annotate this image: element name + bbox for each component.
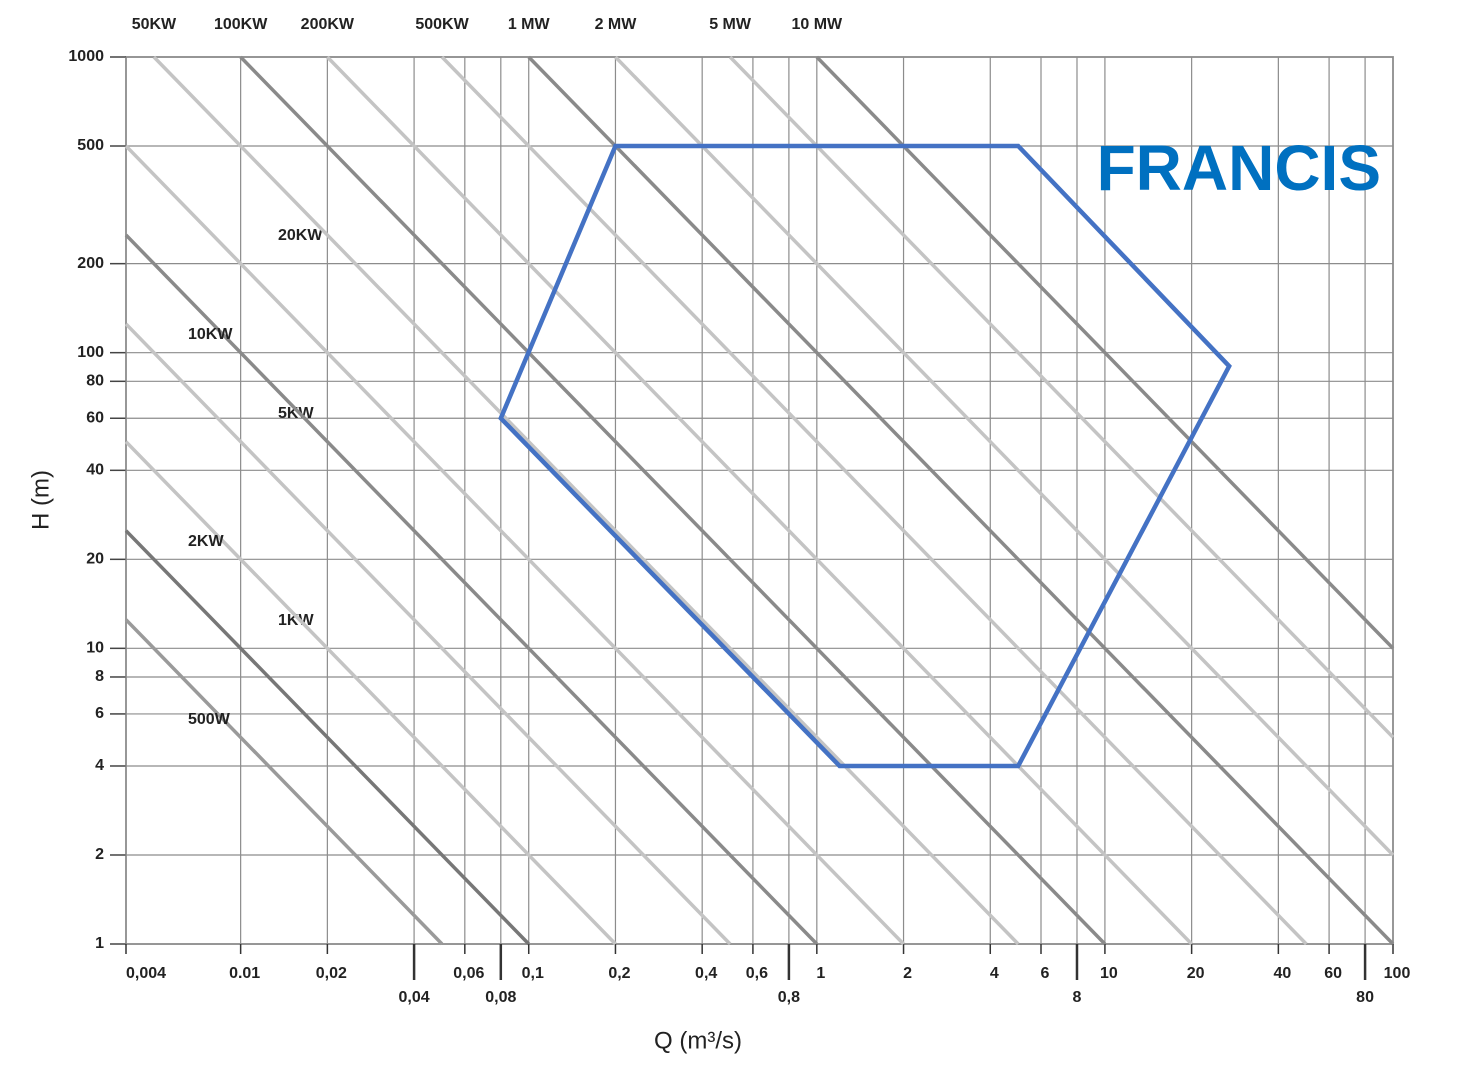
power-line bbox=[614, 55, 1395, 857]
y-tick-label: 40 bbox=[86, 462, 104, 479]
y-tick-label: 500 bbox=[77, 137, 104, 154]
power-label: 2 MW bbox=[595, 16, 638, 33]
x-tick-label: 0,6 bbox=[746, 965, 768, 982]
y-tick-label: 8 bbox=[95, 668, 104, 685]
power-label: 500W bbox=[188, 711, 231, 728]
y-tick-label: 1 bbox=[95, 935, 104, 952]
y-tick-label: 2 bbox=[95, 846, 104, 863]
x-tick-label: 10 bbox=[1100, 965, 1118, 982]
power-line bbox=[527, 55, 1395, 946]
x-tick-label: 0.01 bbox=[229, 965, 260, 982]
x-tick-label: 6 bbox=[1041, 965, 1050, 982]
power-label: 5 MW bbox=[709, 16, 752, 33]
x-tick-label: 0,08 bbox=[485, 989, 516, 1006]
x-tick-label: 80 bbox=[1356, 989, 1374, 1006]
y-tick-label: 100 bbox=[77, 344, 104, 361]
x-tick-label: 20 bbox=[1187, 965, 1205, 982]
power-line bbox=[124, 440, 617, 946]
y-tick-label: 4 bbox=[95, 757, 104, 774]
power-label: 100KW bbox=[214, 16, 268, 33]
x-axis-title: Q (m³/s) bbox=[654, 1027, 742, 1054]
power-label: 2KW bbox=[188, 533, 224, 550]
power-line bbox=[152, 55, 1020, 946]
power-label: 10 MW bbox=[791, 16, 843, 33]
region-label: FRANCIS bbox=[1097, 132, 1381, 204]
y-tick-label: 10 bbox=[86, 640, 104, 657]
y-tick-label: 200 bbox=[77, 255, 104, 272]
x-tick-label: 0,1 bbox=[522, 965, 544, 982]
y-tick-label: 20 bbox=[86, 551, 104, 568]
power-line bbox=[124, 144, 905, 946]
y-tick-label: 1000 bbox=[68, 48, 104, 65]
power-label: 20KW bbox=[278, 227, 323, 244]
x-tick-label: 0,004 bbox=[126, 965, 166, 982]
y-tick-label: 80 bbox=[86, 373, 104, 390]
power-label: 200KW bbox=[301, 16, 355, 33]
power-line bbox=[124, 529, 530, 946]
x-tick-label: 0,2 bbox=[608, 965, 630, 982]
power-line bbox=[815, 55, 1395, 650]
x-tick-label: 0,04 bbox=[399, 989, 430, 1006]
power-label: 50KW bbox=[132, 16, 177, 33]
x-tick-label: 2 bbox=[903, 965, 912, 982]
power-line bbox=[124, 233, 819, 946]
x-tick-label: 100 bbox=[1384, 965, 1411, 982]
power-line bbox=[728, 55, 1395, 739]
x-tick-label: 8 bbox=[1073, 989, 1082, 1006]
x-tick-label: 0,06 bbox=[453, 965, 484, 982]
power-line bbox=[124, 322, 732, 946]
power-line bbox=[440, 55, 1308, 946]
x-tick-label: 0,8 bbox=[778, 989, 800, 1006]
x-tick-label: 1 bbox=[816, 965, 825, 982]
x-tick-label: 0,02 bbox=[316, 965, 347, 982]
x-tick-label: 40 bbox=[1273, 965, 1291, 982]
power-label: 10KW bbox=[188, 326, 233, 343]
y-tick-label: 60 bbox=[86, 409, 104, 426]
y-tick-label: 6 bbox=[95, 705, 104, 722]
x-tick-label: 60 bbox=[1324, 965, 1342, 982]
power-line bbox=[326, 55, 1193, 946]
power-line bbox=[124, 618, 444, 946]
power-line bbox=[239, 55, 1107, 946]
turbine-region bbox=[498, 143, 1232, 769]
x-tick-label: 0,4 bbox=[695, 965, 717, 982]
power-label: 500KW bbox=[415, 16, 469, 33]
x-tick-label: 4 bbox=[990, 965, 999, 982]
power-label: 1 MW bbox=[508, 16, 551, 33]
y-axis-title: H (m) bbox=[27, 470, 54, 530]
